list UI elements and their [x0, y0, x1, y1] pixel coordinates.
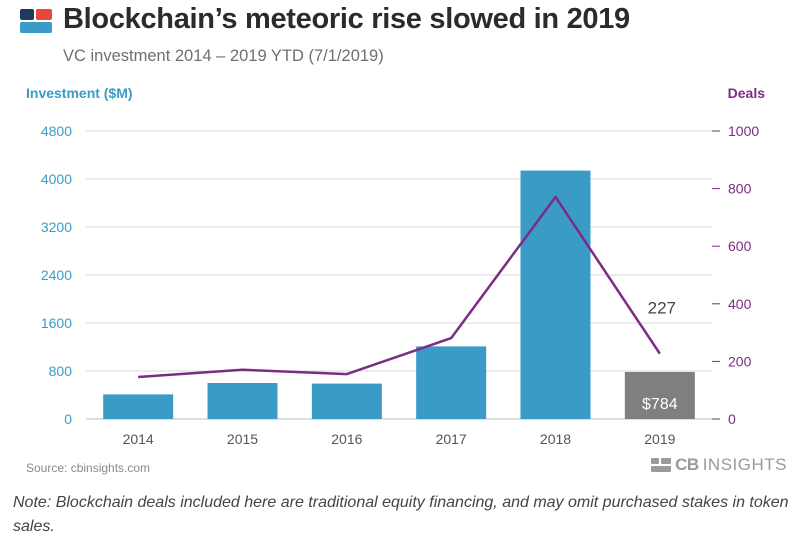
deals-2019-value-label: 227: [648, 299, 676, 318]
x-tick-label: 2015: [227, 431, 258, 447]
left-tick-label: 2400: [41, 267, 72, 283]
footnote: Note: Blockchain deals included here are…: [13, 494, 789, 535]
x-tick-label: 2017: [436, 431, 467, 447]
bars: [103, 170, 695, 419]
left-axis-ticks: 0 800 1600 2400 3200 4000 4800: [41, 123, 72, 427]
cbinsights-brand: CB INSIGHTS: [651, 455, 787, 475]
deals-line: [138, 195, 661, 379]
bar-2019: [624, 371, 695, 419]
left-tick-label: 4000: [41, 171, 72, 187]
left-tick-label: 4800: [41, 123, 72, 139]
right-tick-label: 400: [728, 296, 752, 312]
right-tick-label: 200: [728, 353, 752, 369]
right-tick-label: 1000: [728, 123, 759, 139]
bar-2014: [103, 394, 174, 419]
cb-logo-icon: [20, 9, 52, 33]
right-tick-label: 600: [728, 238, 752, 254]
right-axis-ticks: 0 200 400 600 800 1000: [712, 123, 759, 427]
annotations: $784 227: [642, 299, 678, 413]
right-tick-label: 0: [728, 411, 736, 427]
right-tick-label: 800: [728, 181, 752, 197]
x-tick-label: 2018: [540, 431, 571, 447]
bar-2015: [207, 383, 278, 419]
x-axis-ticks: 2014 2015 2016 2017 2018 2019: [123, 431, 676, 447]
bar-2016: [311, 383, 382, 419]
bar-2018: [520, 170, 591, 419]
brand-insights: INSIGHTS: [702, 455, 787, 474]
brand-cb: CB: [675, 455, 699, 474]
left-axis-title: Investment ($M): [26, 85, 133, 101]
x-tick-label: 2014: [123, 431, 154, 447]
chart-title: Blockchain’s meteoric rise slowed in 201…: [63, 3, 630, 35]
gridlines: [86, 130, 712, 420]
deals-polyline: [138, 195, 661, 379]
left-tick-label: 0: [64, 411, 72, 427]
chart-subtitle: VC investment 2014 – 2019 YTD (7/1/2019): [63, 47, 384, 65]
bar-2017: [416, 346, 487, 419]
left-tick-label: 800: [49, 363, 73, 379]
x-tick-label: 2016: [331, 431, 362, 447]
right-axis-title: Deals: [727, 85, 765, 101]
cbinsights-logo-icon: [651, 458, 672, 472]
left-tick-label: 3200: [41, 219, 72, 235]
bar-2019-value-label: $784: [642, 396, 678, 413]
x-tick-label: 2019: [644, 431, 675, 447]
left-tick-label: 1600: [41, 315, 72, 331]
source-note: Source: cbinsights.com: [26, 461, 151, 475]
